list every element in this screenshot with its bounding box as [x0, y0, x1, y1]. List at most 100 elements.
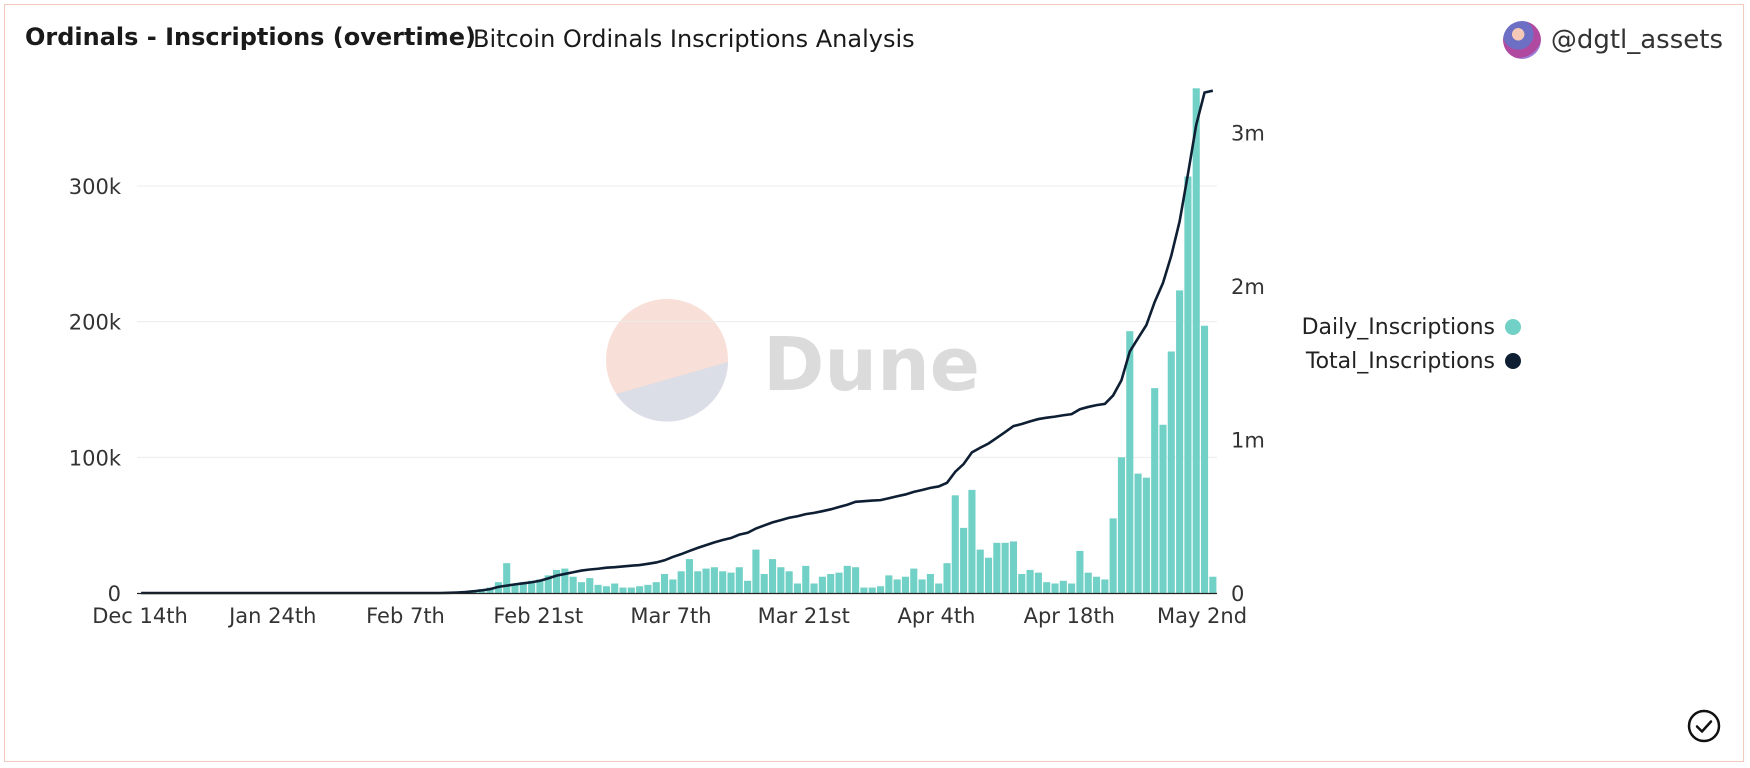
daily-bar — [710, 567, 718, 593]
daily-bar — [636, 586, 644, 593]
watermark-text: Dune — [763, 322, 980, 408]
legend-marker — [1505, 353, 1521, 369]
daily-bar — [960, 527, 968, 593]
daily-bar — [984, 557, 993, 593]
daily-bar — [660, 574, 669, 593]
x-tick-label: Mar 21st — [758, 604, 850, 628]
daily-bar — [852, 567, 860, 593]
daily-bar — [735, 567, 743, 593]
daily-bar — [1034, 572, 1042, 593]
daily-bar — [1176, 290, 1184, 593]
daily-bar — [511, 583, 519, 593]
daily-bar — [1117, 457, 1126, 593]
daily-bar — [1159, 424, 1167, 593]
x-tick-label: Jan 24th — [227, 604, 316, 628]
daily-bar — [1209, 576, 1217, 593]
x-tick-label: Feb 7th — [366, 604, 445, 628]
daily-bar — [760, 574, 768, 593]
chart-title: Ordinals - Inscriptions (overtime) — [25, 23, 476, 51]
y-tick-label-left: 200k — [69, 311, 122, 335]
dune-watermark: Dune — [606, 299, 980, 422]
daily-bar — [1043, 582, 1051, 593]
chart-card: Ordinals - Inscriptions (overtime) Bitco… — [4, 4, 1744, 762]
daily-bar — [1167, 351, 1175, 593]
y-tick-label-right: 1m — [1231, 428, 1265, 452]
daily-bar — [1009, 541, 1018, 593]
daily-bar — [1151, 388, 1159, 593]
daily-bar — [818, 576, 826, 593]
daily-bar — [835, 572, 843, 593]
daily-bars — [444, 88, 1217, 594]
daily-bar — [1018, 574, 1026, 593]
daily-bar — [943, 563, 951, 593]
daily-bar — [802, 565, 810, 593]
daily-bar — [976, 549, 984, 593]
chart-svg: Dune 0 100k 200k 300k 0 1m 2m 3m Dec 14th Jan 24t… — [69, 88, 1521, 628]
daily-bar — [519, 582, 527, 593]
daily-bar — [885, 575, 893, 593]
daily-bar — [918, 579, 926, 593]
y-tick-label-left: 0 — [108, 582, 121, 606]
daily-bar — [1126, 331, 1134, 593]
daily-bar — [777, 567, 785, 593]
daily-bar — [993, 542, 1001, 593]
daily-bar — [1026, 569, 1034, 593]
axes: 0 100k 200k 300k 0 1m 2m 3m Dec 14th Jan 24th Feb … — [69, 121, 1265, 628]
daily-bar — [1200, 325, 1209, 593]
daily-bar — [652, 582, 660, 593]
daily-bar — [594, 584, 602, 593]
x-tick-label: Mar 7th — [630, 604, 711, 628]
daily-bar — [827, 574, 835, 593]
author-badge[interactable]: @dgtl_assets — [1502, 21, 1723, 59]
daily-bar — [552, 569, 561, 593]
daily-bar — [569, 576, 577, 593]
daily-bar — [619, 587, 627, 593]
daily-bar — [793, 583, 802, 593]
daily-bar — [503, 563, 511, 593]
daily-bar — [1184, 176, 1192, 594]
daily-bar — [893, 579, 901, 593]
legend-label[interactable]: Daily_Inscriptions — [1302, 315, 1495, 340]
daily-bar — [1109, 518, 1117, 593]
daily-bar — [1084, 572, 1092, 593]
x-tick-label: Dec 14th — [92, 604, 188, 628]
y-tick-label-left: 100k — [69, 446, 122, 470]
daily-bar — [768, 559, 777, 593]
daily-bar — [677, 571, 685, 593]
author-handle[interactable]: @dgtl_assets — [1550, 25, 1723, 55]
daily-bar — [719, 571, 727, 593]
y-tick-label-right: 0 — [1231, 582, 1244, 606]
daily-bar — [752, 549, 760, 593]
daily-bar — [561, 568, 569, 593]
daily-bar — [536, 579, 544, 593]
daily-bar — [1101, 579, 1109, 593]
daily-bar — [951, 495, 959, 593]
daily-bar — [627, 587, 635, 593]
daily-bar — [843, 565, 851, 593]
chart-subtitle: Bitcoin Ordinals Inscriptions Analysis — [473, 25, 915, 53]
legend-label[interactable]: Total_Inscriptions — [1305, 349, 1495, 374]
daily-bar — [926, 574, 934, 593]
daily-bar — [744, 580, 752, 593]
daily-bar — [602, 586, 610, 593]
daily-bar — [577, 582, 586, 593]
daily-bar — [810, 583, 818, 593]
check-circle-icon[interactable] — [1687, 709, 1721, 743]
avatar — [1502, 21, 1541, 59]
watermark-logo-bottom — [616, 362, 728, 422]
daily-bar — [1192, 88, 1200, 593]
daily-bar — [910, 568, 918, 593]
daily-bar — [785, 571, 793, 593]
daily-bar — [694, 571, 702, 593]
daily-bar — [669, 579, 677, 593]
daily-bar — [611, 583, 619, 593]
daily-bar — [685, 559, 694, 593]
daily-bar — [1134, 473, 1142, 593]
daily-bar — [1092, 576, 1101, 593]
daily-bar — [528, 580, 536, 593]
daily-bar — [968, 489, 976, 593]
daily-bar — [702, 568, 710, 593]
daily-bar — [1059, 580, 1067, 593]
x-tick-label: Feb 21st — [493, 604, 583, 628]
daily-bar — [1068, 583, 1076, 593]
